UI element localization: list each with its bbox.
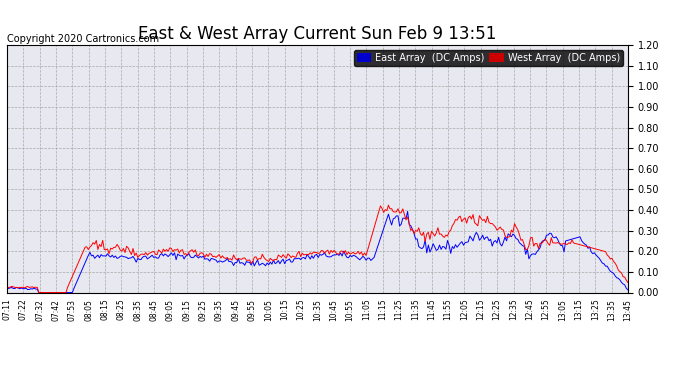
Line: West Array  (DC Amps): West Array (DC Amps) — [7, 205, 628, 292]
West Array  (DC Amps) — [624, 280, 632, 285]
West Array  (DC Amps) — [384, 203, 393, 207]
West Array  (DC Amps) — [471, 220, 479, 225]
East Array  (DC Amps) — [517, 242, 525, 246]
East Array  (DC Amps) — [34, 290, 43, 295]
Legend: East Array  (DC Amps), West Array  (DC Amps): East Array (DC Amps), West Array (DC Amp… — [354, 50, 623, 66]
Text: Copyright 2020 Cartronics.com: Copyright 2020 Cartronics.com — [7, 34, 159, 44]
East Array  (DC Amps) — [485, 238, 493, 243]
East Array  (DC Amps) — [404, 209, 412, 214]
East Array  (DC Amps) — [78, 268, 86, 272]
East Array  (DC Amps) — [471, 233, 479, 238]
East Array  (DC Amps) — [422, 251, 431, 255]
Line: East Array  (DC Amps): East Array (DC Amps) — [7, 211, 628, 292]
West Array  (DC Amps) — [485, 220, 493, 225]
West Array  (DC Amps) — [3, 285, 11, 290]
West Array  (DC Amps) — [422, 232, 431, 236]
West Array  (DC Amps) — [78, 252, 86, 257]
West Array  (DC Amps) — [34, 290, 43, 295]
East Array  (DC Amps) — [624, 288, 632, 292]
West Array  (DC Amps) — [446, 228, 455, 232]
West Array  (DC Amps) — [517, 238, 525, 243]
Title: East & West Array Current Sun Feb 9 13:51: East & West Array Current Sun Feb 9 13:5… — [138, 26, 497, 44]
East Array  (DC Amps) — [3, 286, 11, 290]
East Array  (DC Amps) — [446, 251, 455, 256]
